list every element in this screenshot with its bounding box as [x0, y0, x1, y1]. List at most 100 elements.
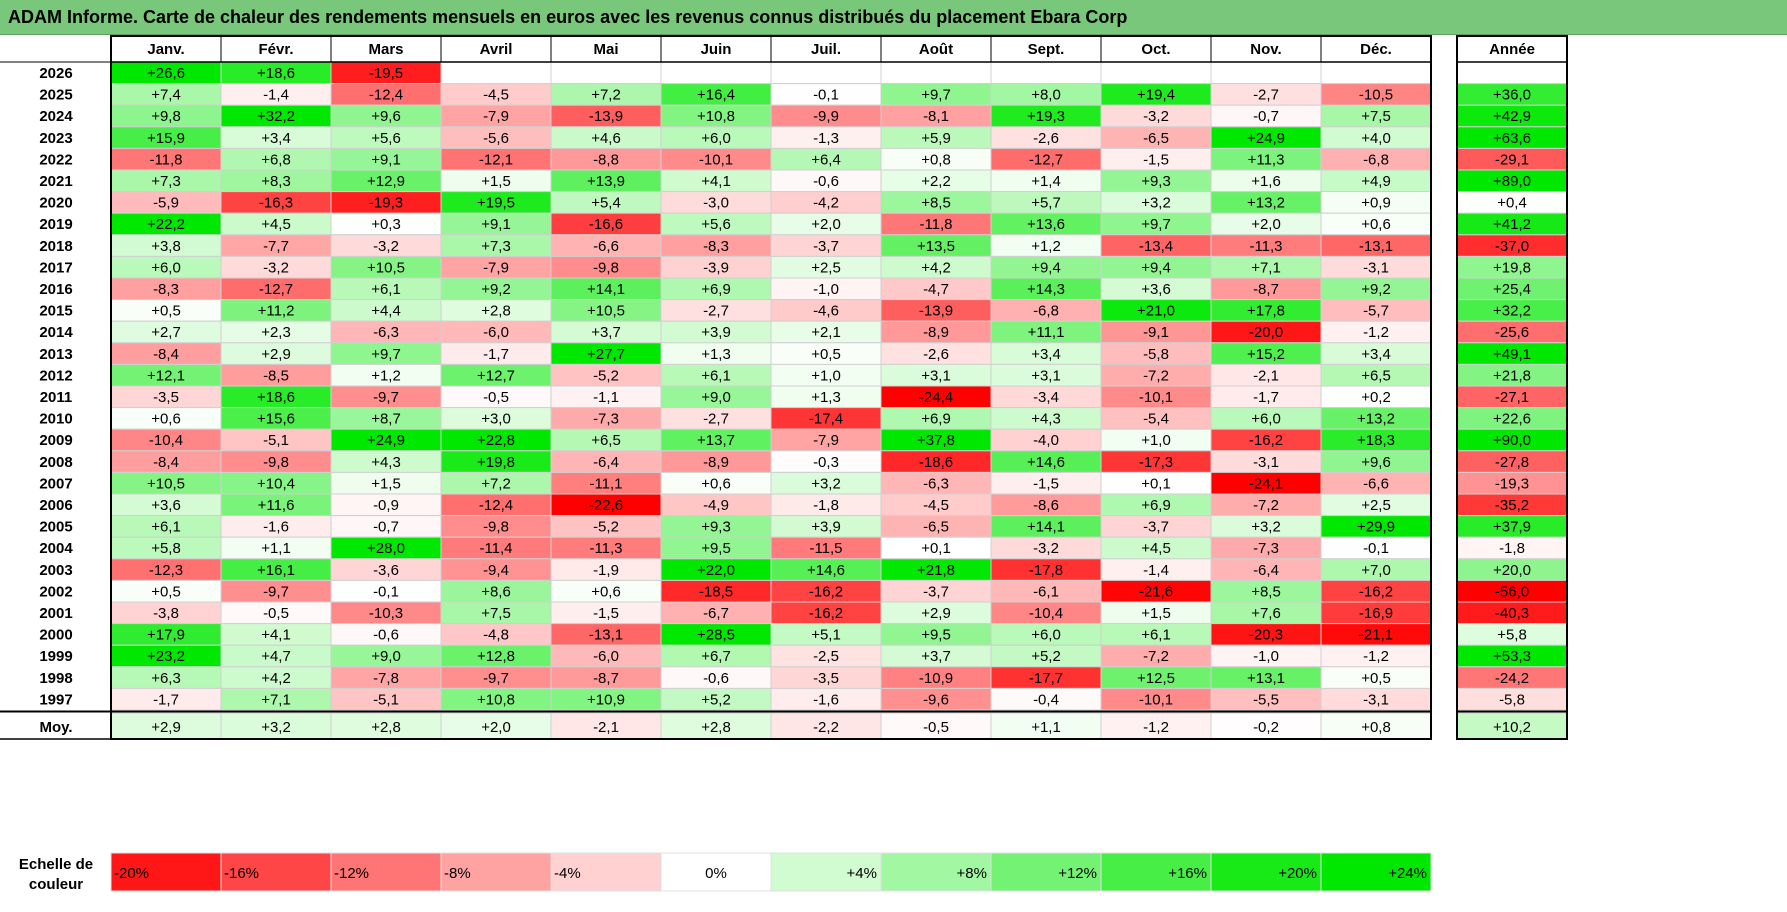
- average-cell: [660, 712, 772, 740]
- year-label: 2024: [39, 108, 73, 125]
- year-label: 2017: [39, 259, 72, 276]
- title-banner: ADAM Informe. Carte de chaleur des rende…: [0, 0, 1787, 35]
- cell-value: -0,1: [373, 583, 399, 600]
- cell-value: -0,6: [813, 173, 839, 190]
- cell-value: +14,1: [1027, 519, 1065, 536]
- cell-value: +13,2: [1357, 411, 1395, 428]
- cell-value: -0,6: [703, 670, 729, 687]
- scale-value: 0%: [705, 865, 727, 882]
- average-value: +2,8: [701, 719, 731, 736]
- cell-value: -0,7: [1253, 108, 1279, 125]
- cell-value: +7,1: [1251, 259, 1281, 276]
- average-value: +2,0: [481, 719, 511, 736]
- average-cell: [880, 712, 992, 740]
- cell-value: +6,1: [371, 281, 401, 298]
- cell-value: +1,1: [261, 540, 291, 557]
- cell-value: -10,1: [1139, 389, 1173, 406]
- scale-value: -4%: [554, 865, 581, 882]
- cell-value: -17,8: [1029, 562, 1063, 579]
- year-label: 2022: [39, 151, 72, 168]
- annual-value: +21,8: [1493, 367, 1531, 384]
- cell-value: +5,7: [1031, 195, 1061, 212]
- cell-value: -12,1: [479, 151, 513, 168]
- cell-value: -8,3: [153, 281, 179, 298]
- cell-value: -11,3: [1249, 238, 1282, 255]
- cell-value: +12,1: [147, 367, 185, 384]
- cell-value: +1,2: [1031, 238, 1061, 255]
- cell-value: +27,7: [587, 346, 625, 363]
- cell-value: +23,2: [147, 648, 185, 665]
- cell-value: -12,7: [259, 281, 293, 298]
- average-cell: [1210, 712, 1322, 740]
- scale-value: -16%: [224, 865, 259, 882]
- cell-value: +6,5: [1361, 367, 1391, 384]
- cell-value: +17,8: [1247, 303, 1285, 320]
- year-label: 2018: [39, 238, 72, 255]
- cell-value: +9,8: [151, 108, 181, 125]
- year-label: 2021: [39, 173, 72, 190]
- cell-value: -6,1: [1033, 583, 1059, 600]
- cell-value: -6,7: [703, 605, 729, 622]
- year-label: 1999: [39, 648, 72, 665]
- cell-value: +7,5: [481, 605, 511, 622]
- cell-value: -9,7: [483, 670, 509, 687]
- cell-value: -3,9: [703, 259, 729, 276]
- cell-value: -6,8: [1363, 151, 1389, 168]
- cell-value: -10,9: [919, 670, 953, 687]
- cell-value: +2,0: [811, 216, 841, 233]
- cell-value: +6,0: [701, 130, 731, 147]
- cell-value: -9,7: [263, 583, 289, 600]
- cell-value: +3,1: [921, 367, 951, 384]
- cell-value: +8,0: [1031, 87, 1061, 104]
- scale-swatch: [990, 852, 1102, 892]
- cell-value: -21,1: [1359, 627, 1393, 644]
- annual-value: -29,1: [1495, 151, 1529, 168]
- cell-value: +9,7: [1141, 216, 1171, 233]
- cell-value: -3,2: [373, 238, 399, 255]
- cell-value: +10,4: [257, 475, 295, 492]
- scale-value: -8%: [444, 865, 471, 882]
- cell-value: +6,1: [701, 367, 731, 384]
- month-header: Sept.: [1028, 41, 1065, 58]
- average-label: Moy.: [39, 719, 72, 736]
- cell-value: -7,8: [373, 670, 399, 687]
- cell-value: +11,1: [1028, 324, 1065, 341]
- cell-value: -12,7: [1029, 151, 1063, 168]
- cell-value: -0,5: [263, 605, 289, 622]
- cell-value: -7,2: [1253, 497, 1279, 514]
- cell-value: +9,3: [701, 519, 731, 536]
- average-value: -2,1: [593, 719, 619, 736]
- cell-value: +8,7: [371, 411, 401, 428]
- cell-value: -1,5: [1143, 151, 1169, 168]
- cell-value: -10,1: [699, 151, 733, 168]
- cell-value: +9,1: [481, 216, 511, 233]
- scale-swatch: [660, 852, 772, 892]
- average-value: +1,1: [1031, 719, 1061, 736]
- cell-value: -19,3: [369, 195, 403, 212]
- year-label: 2010: [39, 411, 72, 428]
- cell-value: +5,2: [1031, 648, 1061, 665]
- annual-value: -35,2: [1495, 497, 1529, 514]
- cell-value: -1,6: [813, 691, 839, 708]
- cell-value: +16,1: [257, 562, 295, 579]
- average-cell: [550, 712, 662, 740]
- annual-value: -27,1: [1495, 389, 1529, 406]
- cell-value: +1,5: [371, 475, 401, 492]
- cell-value: -13,1: [589, 627, 623, 644]
- scale-value: +24%: [1388, 865, 1427, 882]
- year-label: 2013: [39, 346, 72, 363]
- cell-value: -19,5: [369, 65, 403, 82]
- year-label: 2020: [39, 195, 72, 212]
- cell-value: +9,7: [921, 87, 951, 104]
- cell-value: +6,0: [1251, 411, 1281, 428]
- cell-value: +1,4: [1031, 173, 1061, 190]
- cell-value: -1,7: [1253, 389, 1279, 406]
- cell-value: +13,6: [1027, 216, 1065, 233]
- cell-value: +4,2: [261, 670, 291, 687]
- annual-value: -5,8: [1499, 691, 1525, 708]
- year-label: 1998: [39, 670, 72, 687]
- cell-value: -8,4: [153, 454, 179, 471]
- cell-value: -3,1: [1363, 691, 1389, 708]
- annual-value: +42,9: [1493, 108, 1531, 125]
- year-label: 2014: [39, 324, 73, 341]
